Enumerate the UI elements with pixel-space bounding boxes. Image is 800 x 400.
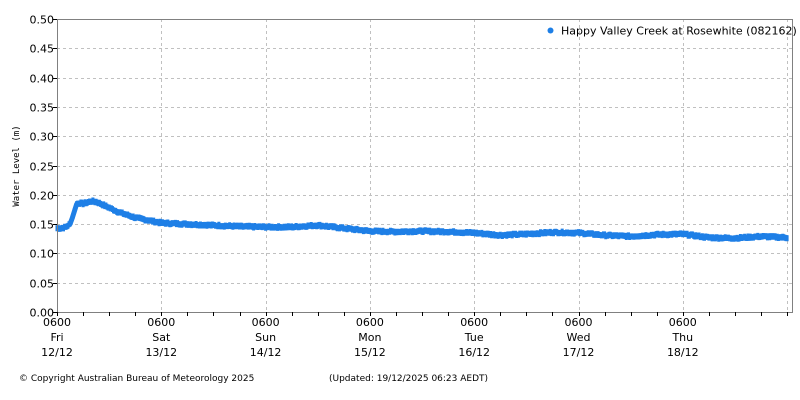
x-tick-label: Thu [671,331,693,344]
plot-frame [57,19,793,313]
x-tick-label: 0600 [147,316,175,329]
x-tick-label: 0600 [460,316,488,329]
x-tick-label: Sun [255,331,276,344]
y-axis-ticks: 0.00 0.05 0.10 0.15 0.20 0.25 0.30 0.35 0.40 0.45… [30,14,57,320]
series-line [56,198,788,241]
x-axis-ticks: 0600 Fri 12/12 0600 Sat 13/12 0600 Sun 14/12 0600… [41,312,788,359]
y-tick-label: 0.20 [30,190,55,203]
y-tick-label: 0.40 [30,73,55,86]
x-tick-label: 0600 [356,316,384,329]
legend-marker-icon [547,27,554,34]
x-tick-label: Fri [50,331,63,344]
y-tick-label: 0.25 [30,161,55,174]
x-tick-label: 15/12 [354,346,386,359]
legend[interactable]: Happy Valley Creek at Rosewhite (082162) [547,25,797,38]
x-tick-label: 0600 [565,316,593,329]
x-tick-label: Sat [152,331,171,344]
x-tick-label: 12/12 [41,346,73,359]
x-tick-label: 0600 [252,316,280,329]
x-tick-label: 0600 [43,316,71,329]
y-axis-label: Water Level (m) [12,125,22,206]
y-tick-label: 0.50 [30,14,55,27]
y-tick-label: 0.45 [30,43,55,56]
x-tick-label: 18/12 [667,346,699,359]
y-tick-label: 0.10 [30,248,55,261]
y-tick-label: 0.35 [30,102,55,115]
updated-timestamp: (Updated: 19/12/2025 06:23 AEDT) [329,374,489,384]
y-tick-label: 0.15 [30,219,55,232]
series-water-level [55,197,789,242]
y-tick-label: 0.00 [30,307,55,320]
y-tick-label: 0.30 [30,131,55,144]
copyright-text: © Copyright Australian Bureau of Meteoro… [19,374,255,384]
legend-label: Happy Valley Creek at Rosewhite (082162) [561,25,797,38]
x-tick-label: Tue [464,331,484,344]
x-tick-label: 13/12 [145,346,177,359]
x-tick-label: Mon [358,331,381,344]
x-tick-label: 14/12 [250,346,282,359]
x-tick-label: 0600 [669,316,697,329]
grid-lines [57,19,792,312]
axes [57,19,793,313]
x-tick-label: 16/12 [458,346,490,359]
x-tick-label: 17/12 [563,346,595,359]
x-tick-label: Wed [567,331,591,344]
y-tick-label: 0.05 [30,278,55,291]
